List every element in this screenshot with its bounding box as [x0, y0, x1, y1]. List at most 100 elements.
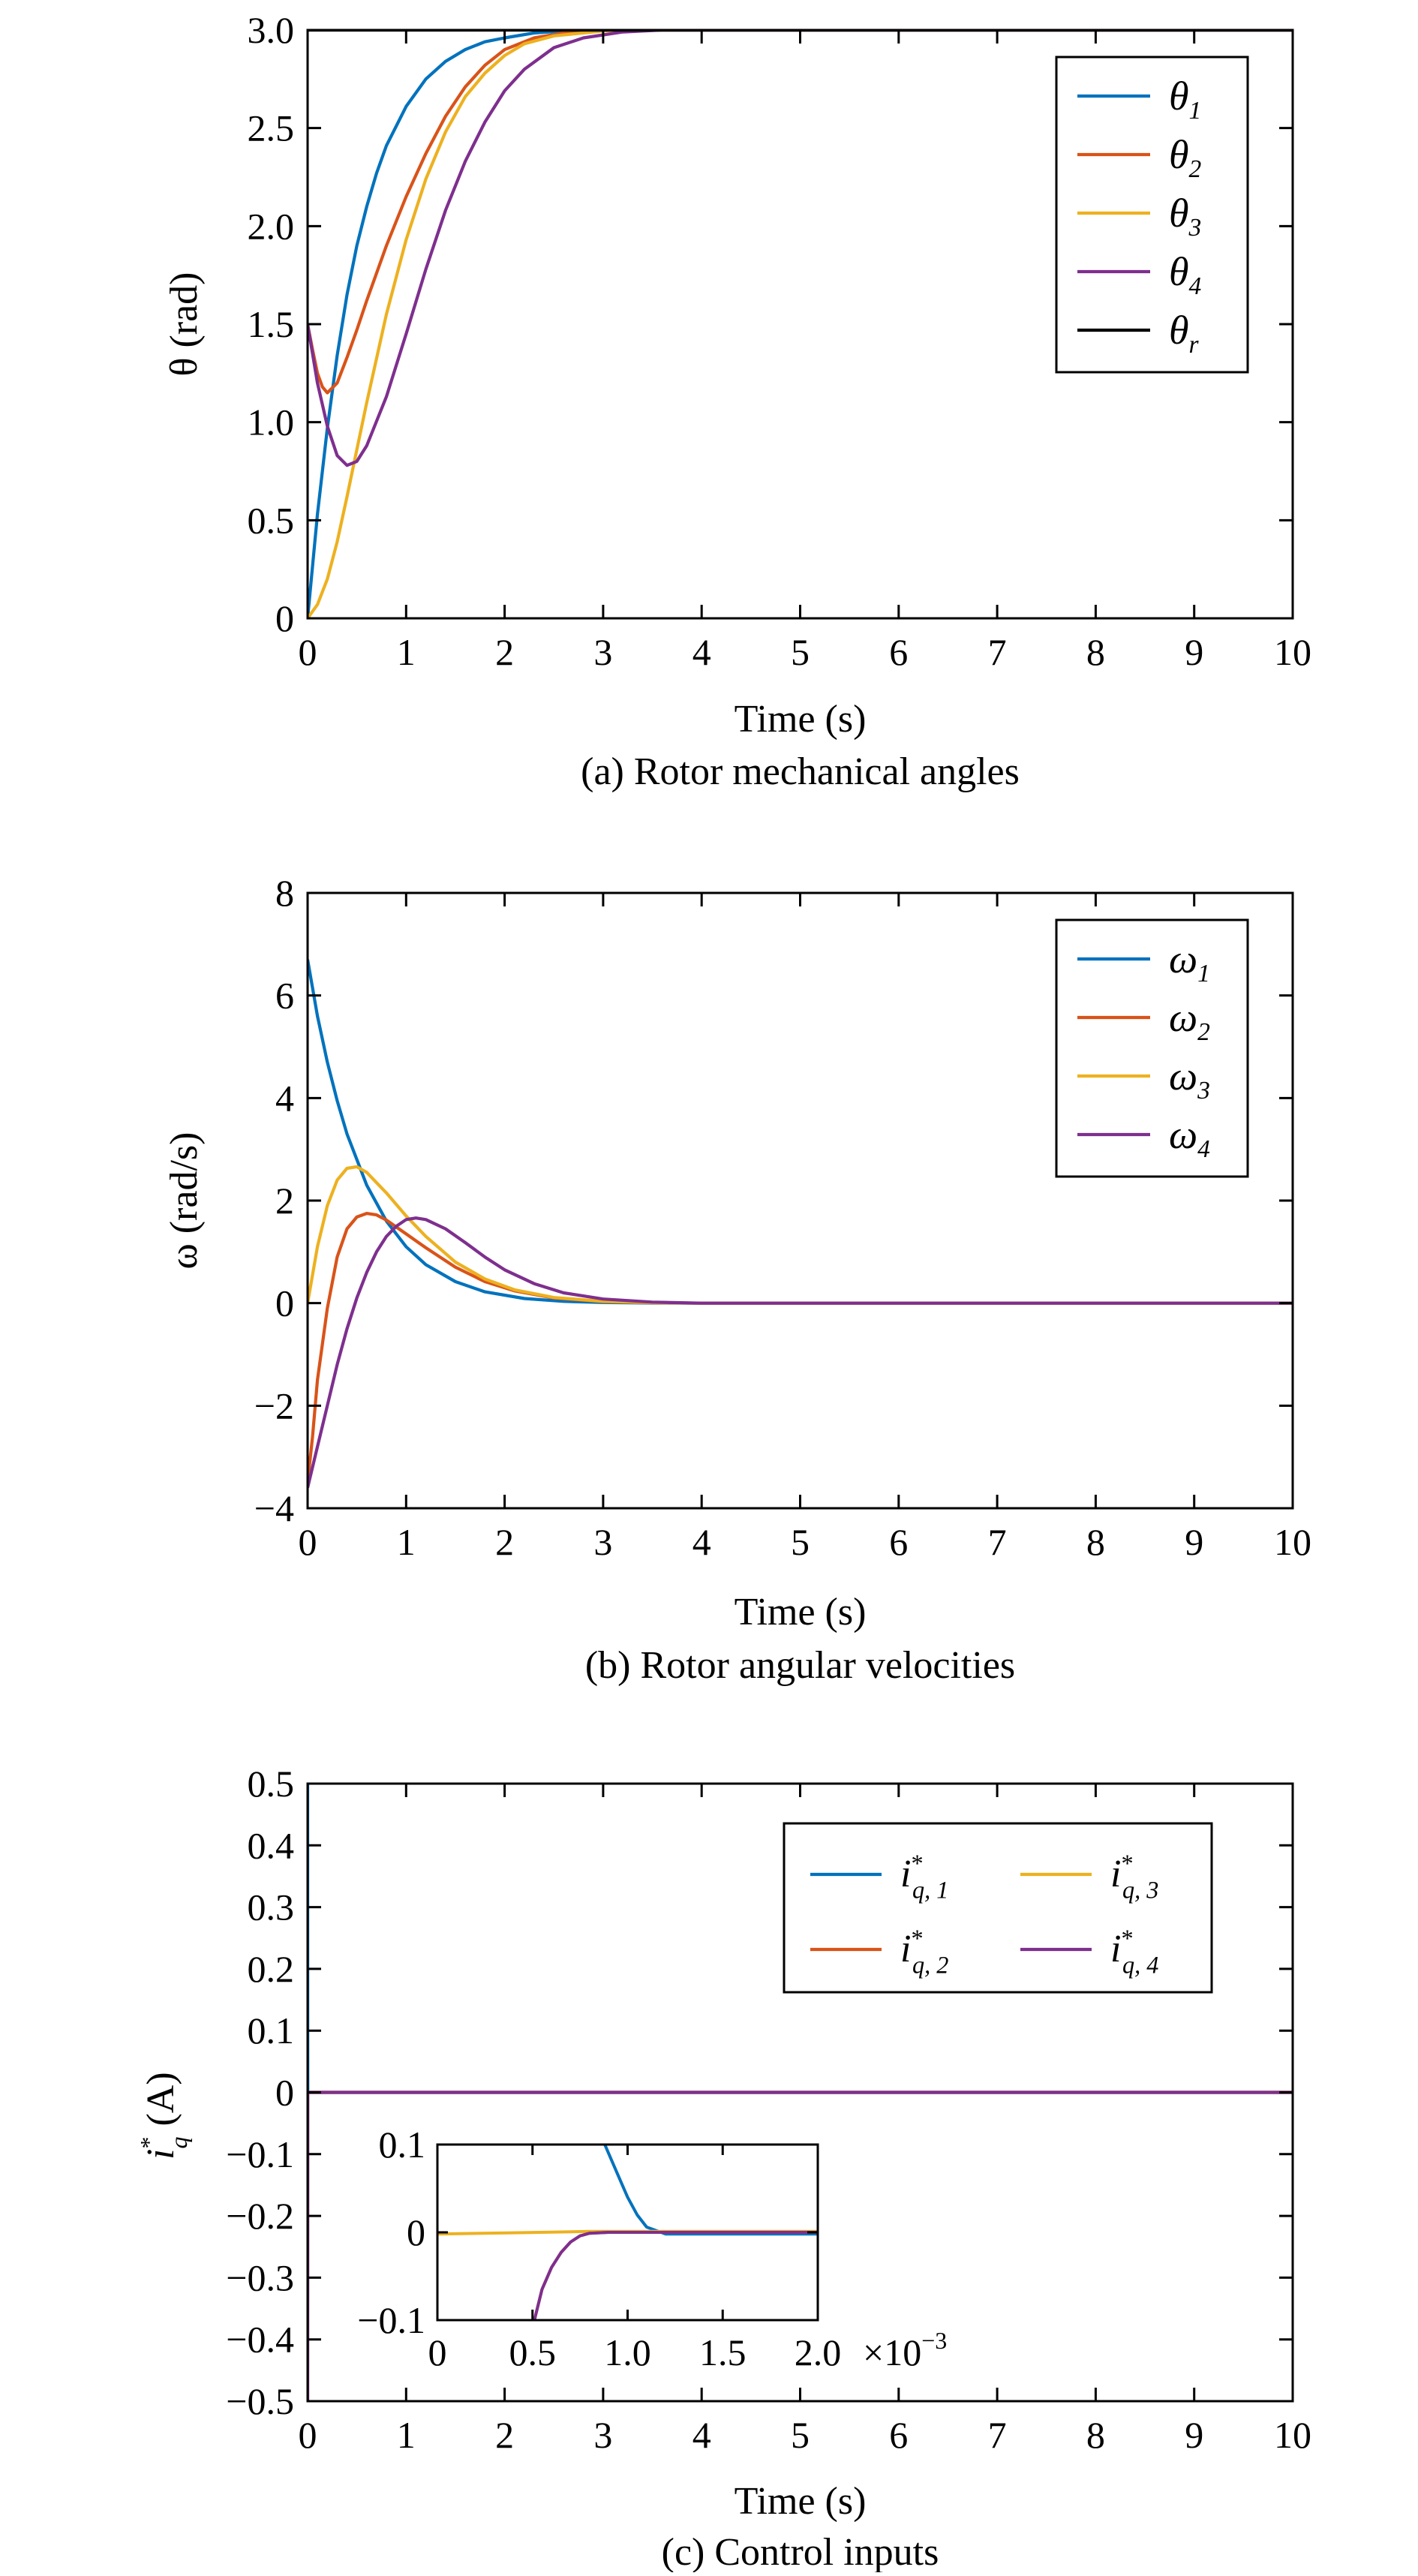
x-tick-label: 3: [593, 2414, 612, 2456]
y-tick-label: 3.0: [248, 9, 295, 51]
inset-x-tick-label: 1.5: [699, 2331, 747, 2373]
y-tick-label: −0.5: [226, 2380, 294, 2422]
x-tick-label: 9: [1185, 631, 1203, 673]
y-tick-label: −0.3: [226, 2256, 294, 2298]
y-axis-label-text: i* q(A): [135, 2072, 192, 2160]
y-tick-label: 2: [275, 1180, 294, 1222]
x-tick-label: 4: [692, 631, 711, 673]
series-line-ω4: [308, 1216, 1293, 1489]
y-tick-label: 2.5: [248, 107, 295, 149]
legend-entry-ω2: ω2: [1169, 995, 1210, 1046]
y-tick-label: 0.1: [248, 2009, 295, 2051]
x-tick-label: 9: [1185, 1521, 1203, 1563]
x-tick-label: 6: [889, 631, 908, 673]
x-tick-label: 10: [1274, 631, 1311, 673]
chart-panel-3: 0 1 2 3 4 5 6 7 8 9 10 −0.5 −0.4 −0.3 −0.2 −0.1 0 0.1 0.2 0…: [135, 1763, 1311, 2574]
x-tick-label: 2: [495, 1521, 514, 1563]
figure-caption: (c) Control inputs: [662, 2531, 939, 2572]
y-tick-label: 1.0: [248, 401, 295, 443]
x-tick-label: 2: [495, 2414, 514, 2456]
x-tick-label: 0: [299, 1521, 317, 1563]
legend-entry-i*q,4: i* q, 4: [1110, 1925, 1158, 1978]
x-tick-label: 7: [988, 2414, 1007, 2456]
legend-entry-i*q,1: i* q, 1: [900, 1850, 948, 1903]
x-tick-label: 8: [1086, 631, 1105, 673]
y-tick-label: 0: [275, 2072, 294, 2114]
y-tick-label: −0.4: [226, 2319, 294, 2361]
inset-series-line-i*q,4: [533, 2231, 818, 2320]
x-tick-label: 4: [692, 2414, 711, 2456]
y-tick-label: 0.4: [248, 1824, 295, 1866]
x-tick-label: 3: [593, 631, 612, 673]
y-tick-label: −2: [254, 1384, 294, 1426]
x-tick-label: 7: [988, 631, 1007, 673]
legend-entry-θr: θr: [1169, 308, 1200, 359]
series-line-θ4: [308, 30, 1293, 467]
y-tick-label: 6: [275, 975, 294, 1017]
y-axis-label: ω (rad/s): [163, 1132, 206, 1270]
legend-entry-i*q,3: i* q, 3: [1110, 1850, 1158, 1903]
y-tick-label: 2.0: [248, 205, 295, 247]
inset-x-tick-label: 0.5: [509, 2331, 557, 2373]
x-tick-label: 5: [791, 1521, 810, 1563]
legend-entry-ω3: ω3: [1169, 1054, 1210, 1105]
inset-chart: 0 0.5 1.0 1.5 2.0−0.100.1×10−3: [357, 2124, 947, 2373]
series-group: [308, 959, 1293, 1489]
legend-entry-θ2: θ2: [1169, 132, 1201, 183]
x-tick-label: 6: [889, 2414, 908, 2456]
inset-series-group: [437, 2145, 818, 2320]
x-axis-label: Time (s): [735, 2480, 867, 2523]
x-tick-label: 6: [889, 1521, 908, 1563]
inset-y-tick-label: 0: [407, 2211, 425, 2253]
series-group: [308, 30, 1293, 618]
legend: ω1 ω2 ω3 ω4: [1055, 918, 1249, 1178]
y-tick-label: 8: [275, 872, 294, 914]
y-tick-label: 0: [275, 1282, 294, 1324]
y-tick-label: −0.2: [226, 2195, 294, 2237]
x-tick-label: 8: [1086, 2414, 1105, 2456]
y-axis-label: i* q(A): [135, 2072, 192, 2160]
series-line-θ3: [308, 30, 1293, 618]
x-tick-label: 0: [299, 631, 317, 673]
x-tick-label: 1: [397, 2414, 416, 2456]
inset-series-line-i*q,1: [603, 2145, 818, 2236]
x-tick-label: 5: [791, 2414, 810, 2456]
chart-panel-1: 0 1 2 3 4 5 6 7 8 9 10 0 0.5 1.0 1.5 2.0 2.5 3.0 Time (s) θ…: [163, 9, 1311, 793]
legend-entry-i*q,2: i* q, 2: [900, 1925, 948, 1978]
y-tick-label: −0.1: [226, 2133, 294, 2175]
legend-entry-ω1: ω1: [1169, 936, 1210, 987]
y-tick-label: 0.5: [248, 499, 295, 541]
inset-y-tick-label: 0.1: [379, 2124, 426, 2166]
y-tick-label: 0.5: [248, 1763, 295, 1805]
inset-x-scale-label: ×10−3: [863, 2327, 947, 2373]
inset-x-tick-label: 1.0: [604, 2331, 651, 2373]
x-tick-label: 9: [1185, 2414, 1203, 2456]
legend-entry-θ3: θ3: [1169, 191, 1201, 242]
x-axis-label: Time (s): [735, 698, 867, 741]
x-tick-label: 3: [593, 1521, 612, 1563]
x-tick-label: 1: [397, 631, 416, 673]
legend-entry-θ4: θ4: [1169, 249, 1201, 300]
x-tick-label: 2: [495, 631, 514, 673]
legend-box: [783, 1822, 1213, 1994]
x-axis-label: Time (s): [735, 1591, 867, 1634]
inset-x-tick-label: 2.0: [795, 2331, 842, 2373]
legend-entry-ω4: ω4: [1169, 1112, 1210, 1163]
x-tick-label: 8: [1086, 1521, 1105, 1563]
y-tick-label: 1.5: [248, 303, 295, 345]
y-tick-label: −4: [254, 1487, 294, 1529]
legend: i* q, 1 i* q, 3 i* q, 2 i* q, 4: [783, 1822, 1213, 1994]
x-tick-label: 7: [988, 1521, 1007, 1563]
x-tick-label: 5: [791, 631, 810, 673]
series-line-ω2: [308, 1211, 1293, 1483]
legend-entry-θ1: θ1: [1169, 74, 1201, 125]
chart-panel-2: 0 1 2 3 4 5 6 7 8 9 10 −4 −2 0 2 4 6 8 Time (s) ω (rad/s) (b…: [163, 872, 1311, 1687]
figure-caption: (a) Rotor mechanical angles: [581, 750, 1020, 793]
legend: θ1 θ2 θ3 θ4 θr: [1055, 56, 1249, 374]
y-tick-label: 0.2: [248, 1948, 295, 1990]
y-tick-label: 0.3: [248, 1886, 295, 1928]
figure-caption: (b) Rotor angular velocities: [585, 1644, 1015, 1687]
x-tick-label: 10: [1274, 2414, 1311, 2456]
